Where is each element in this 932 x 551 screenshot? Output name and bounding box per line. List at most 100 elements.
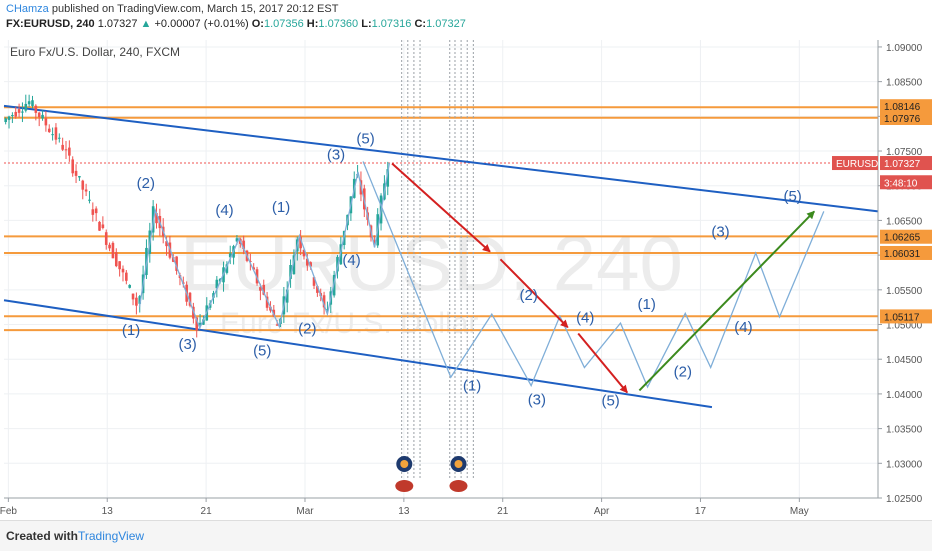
wave-label: (3) — [711, 223, 729, 240]
watermark-symbol: EURUSD, 240 — [180, 219, 683, 307]
candle-body — [4, 118, 7, 123]
candle-body — [91, 209, 95, 215]
symbol-line: FX:EURUSD, 240 1.07327 ▲ +0.00007 (+0.01… — [6, 18, 466, 30]
footer-label: Created with — [6, 529, 79, 543]
price-tick-label: 1.04500 — [886, 355, 923, 366]
price-tick-label: 1.03500 — [886, 425, 923, 436]
red-arrow — [391, 162, 491, 253]
candle-body — [81, 180, 85, 190]
candle-body — [24, 103, 28, 111]
channel-line — [3, 104, 879, 213]
candle-body — [259, 287, 262, 291]
event-icon-center — [400, 460, 409, 468]
candle-body — [316, 286, 319, 293]
candle-body — [41, 114, 44, 119]
wave-label: (2) — [674, 364, 692, 381]
candle-body — [228, 253, 232, 258]
chart-header: CHamza published on TradingView.com, Mar… — [0, 0, 932, 38]
price-badge-label: 1.06265 — [884, 233, 921, 244]
candle-body — [88, 199, 91, 201]
wave-path — [138, 162, 391, 330]
flag-icon — [395, 480, 414, 492]
price-tick-label: 1.06500 — [886, 216, 923, 227]
candle-body — [188, 292, 192, 306]
price-tick-label: 1.04000 — [886, 390, 923, 401]
candle-body — [235, 238, 239, 242]
close-value: 1.07327 — [426, 18, 466, 30]
wave-label: (1) — [638, 296, 656, 313]
footer-bar: Created with TradingView — [0, 520, 932, 551]
price-tick-label: 1.02500 — [886, 494, 923, 505]
candle-body — [312, 277, 316, 286]
wave-label: (4) — [576, 309, 594, 326]
candle-body — [64, 149, 68, 151]
wave-label: (1) — [122, 322, 140, 339]
time-tick-label: 13 — [398, 506, 410, 517]
open-label: O: — [251, 18, 264, 30]
time-tick-label: 13 — [102, 506, 114, 517]
symbol-label: FX:EURUSD, 240 — [6, 18, 95, 30]
tradingview-link[interactable]: TradingView — [78, 529, 145, 543]
candle-body — [309, 262, 312, 267]
wave-label: (4) — [215, 202, 233, 219]
price-badge-label: 1.06031 — [884, 249, 921, 260]
price-badge — [880, 110, 932, 125]
open-value: 1.07356 — [263, 18, 304, 30]
wave-label: (2) — [520, 287, 538, 304]
price-tick-label: 1.03000 — [886, 459, 923, 470]
price-tick-label: 1.07500 — [886, 147, 923, 158]
watermark-name: Euro Fx/U.S. Dollar — [220, 307, 478, 340]
candle-body — [125, 272, 128, 281]
candle-body — [37, 112, 41, 118]
author-link[interactable]: CHamza — [6, 3, 49, 15]
candle-body — [27, 101, 31, 105]
wave-label: (1) — [463, 377, 481, 394]
wave-label: (5) — [356, 130, 374, 147]
candle-body — [61, 144, 64, 150]
candle-body — [265, 296, 269, 308]
price-change: +0.00007 (+0.01%) — [154, 18, 249, 30]
candle-body — [195, 317, 199, 331]
candle-body — [17, 109, 21, 113]
wave-label: (2) — [298, 321, 316, 338]
candle-body — [322, 295, 326, 308]
candle-body — [165, 241, 168, 247]
wave-label: (3) — [178, 336, 196, 353]
price-badge — [880, 309, 932, 324]
price-tick-label: 1.05500 — [886, 286, 923, 297]
price-badge — [880, 175, 932, 190]
candle-body — [302, 249, 306, 257]
time-tick-label: Apr — [594, 506, 610, 517]
price-badge-label: 3:48:10 — [884, 178, 918, 189]
candle-body — [292, 255, 296, 275]
high-value: 1.07360 — [318, 18, 359, 30]
candle-body — [386, 169, 390, 187]
candle-body — [51, 134, 54, 136]
chart-area[interactable]: EURUSD, 240 Euro Fx/U.S. Dollar Euro Fx/U.… — [0, 38, 932, 520]
candle-body — [131, 293, 135, 300]
time-tick-label: 21 — [497, 506, 509, 517]
candle-body — [111, 242, 115, 259]
candle-body — [47, 128, 51, 133]
candle-body — [74, 170, 78, 176]
price-badge-label: 1.07976 — [884, 114, 921, 125]
candle-body — [118, 261, 121, 270]
price-badge — [880, 245, 932, 260]
wave-label: (3) — [327, 146, 345, 163]
candle-body — [242, 240, 245, 250]
time-tick-label: Mar — [296, 506, 314, 517]
candle-body — [14, 111, 18, 117]
candle-body — [34, 105, 38, 113]
price-badge-label: 1.07327 — [884, 159, 921, 170]
candle-body — [84, 189, 88, 192]
candle-body — [21, 111, 24, 113]
candle-body — [58, 137, 61, 139]
symbol-badge — [832, 156, 878, 171]
wave-label: (2) — [137, 175, 155, 192]
price-badge — [880, 156, 932, 171]
candle-body — [202, 319, 205, 325]
green-arrow — [638, 210, 815, 392]
low-label: L: — [361, 18, 372, 30]
candle-body — [249, 260, 252, 262]
